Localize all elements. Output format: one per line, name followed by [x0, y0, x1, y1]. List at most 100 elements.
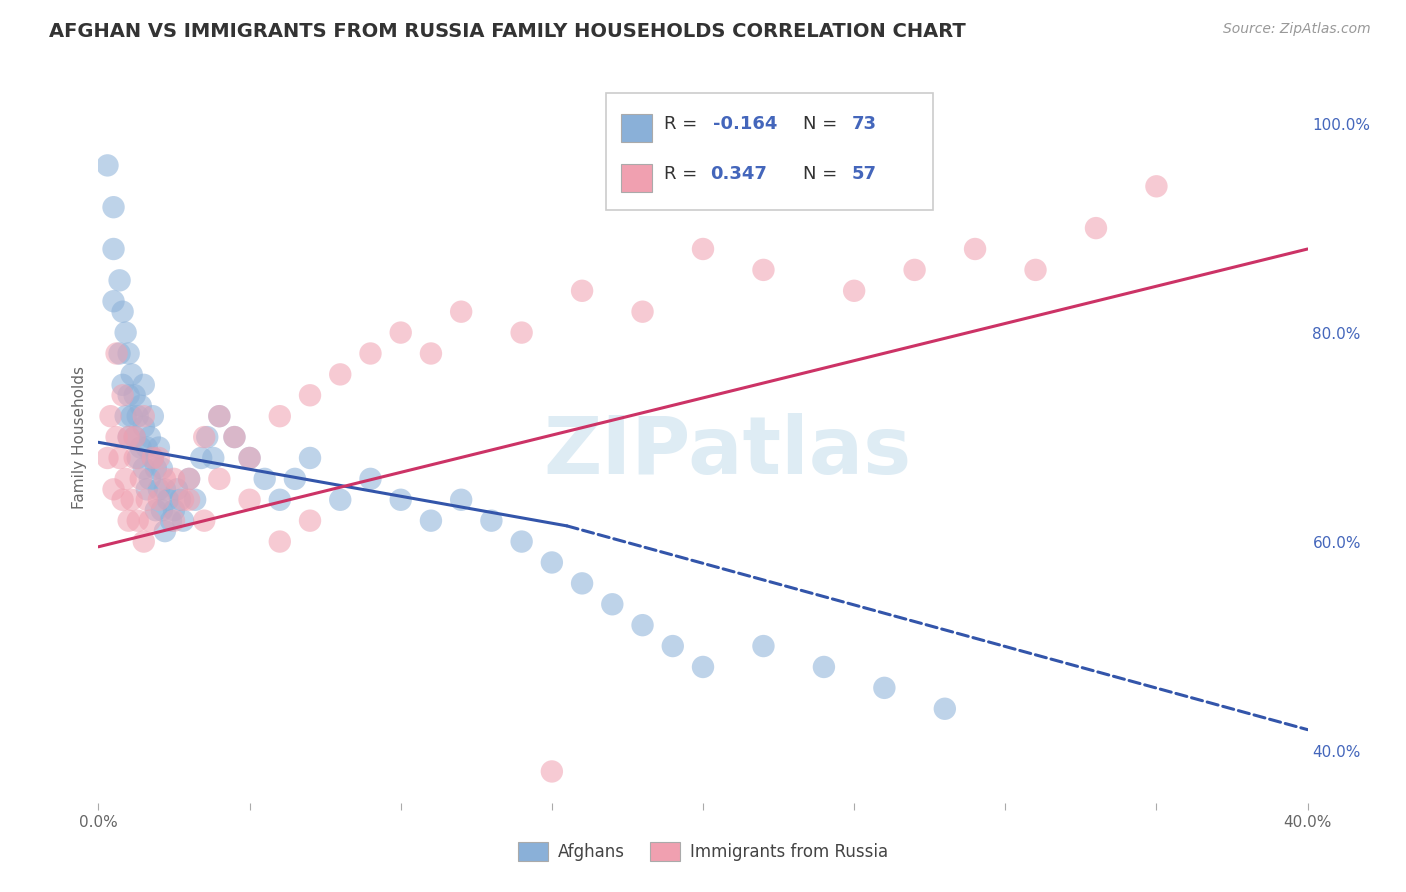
Point	[121, 409, 143, 424]
Point	[661, 639, 683, 653]
Point	[129, 472, 152, 486]
Point	[118, 388, 141, 402]
Text: -0.164: -0.164	[713, 115, 778, 133]
Point	[239, 492, 262, 507]
Point	[124, 388, 146, 402]
Point	[1144, 179, 1167, 194]
Point	[148, 441, 170, 455]
Point	[284, 472, 307, 486]
Point	[571, 284, 593, 298]
Point	[142, 450, 165, 465]
Point	[1085, 221, 1108, 235]
Point	[420, 346, 443, 360]
Point	[148, 492, 170, 507]
Point	[114, 326, 136, 340]
Point	[299, 388, 322, 402]
Point	[813, 660, 835, 674]
FancyBboxPatch shape	[621, 114, 652, 143]
Legend: Afghans, Immigrants from Russia: Afghans, Immigrants from Russia	[512, 835, 894, 868]
Point	[132, 534, 155, 549]
Point	[450, 304, 472, 318]
Point	[153, 524, 176, 538]
Point	[132, 461, 155, 475]
Point	[163, 472, 186, 486]
Point	[360, 472, 382, 486]
Point	[163, 514, 186, 528]
Point	[208, 409, 231, 424]
Point	[135, 483, 157, 497]
Point	[190, 450, 212, 465]
Point	[124, 430, 146, 444]
Point	[873, 681, 896, 695]
Text: AFGHAN VS IMMIGRANTS FROM RUSSIA FAMILY HOUSEHOLDS CORRELATION CHART: AFGHAN VS IMMIGRANTS FROM RUSSIA FAMILY …	[49, 22, 966, 41]
Point	[571, 576, 593, 591]
Point	[195, 430, 218, 444]
Point	[253, 472, 276, 486]
Point	[269, 409, 291, 424]
Point	[103, 200, 125, 214]
Text: 73: 73	[852, 115, 877, 133]
Point	[169, 492, 191, 507]
Point	[329, 368, 352, 382]
Point	[510, 534, 533, 549]
Point	[121, 368, 143, 382]
Point	[269, 534, 291, 549]
Point	[145, 503, 167, 517]
Point	[105, 430, 128, 444]
Point	[166, 483, 188, 497]
Point	[142, 450, 165, 465]
Point	[132, 409, 155, 424]
Point	[172, 492, 194, 507]
Point	[103, 483, 125, 497]
Point	[360, 346, 382, 360]
Point	[160, 514, 183, 528]
Point	[156, 492, 179, 507]
Point	[208, 472, 231, 486]
Point	[148, 483, 170, 497]
Point	[111, 492, 134, 507]
Point	[602, 597, 624, 611]
Point	[114, 409, 136, 424]
Text: R =: R =	[664, 165, 703, 183]
Point	[510, 326, 533, 340]
Point	[631, 304, 654, 318]
Point	[202, 450, 225, 465]
Point	[118, 430, 141, 444]
Point	[752, 263, 775, 277]
Point	[150, 461, 173, 475]
Point	[208, 409, 231, 424]
Point	[103, 242, 125, 256]
Point	[224, 430, 246, 444]
Point	[299, 514, 322, 528]
Text: ZIPatlas: ZIPatlas	[543, 413, 911, 491]
Point	[142, 409, 165, 424]
Point	[111, 388, 134, 402]
Text: 0.347: 0.347	[710, 165, 768, 183]
Point	[450, 492, 472, 507]
Point	[193, 430, 215, 444]
Point	[127, 409, 149, 424]
Point	[184, 492, 207, 507]
Point	[153, 483, 176, 497]
Point	[145, 461, 167, 475]
Point	[631, 618, 654, 632]
Point	[329, 492, 352, 507]
Point	[111, 377, 134, 392]
Point	[135, 492, 157, 507]
Point	[108, 450, 131, 465]
Point	[179, 472, 201, 486]
Point	[124, 430, 146, 444]
Point	[224, 430, 246, 444]
Text: 57: 57	[852, 165, 877, 183]
Point	[132, 419, 155, 434]
Point	[389, 326, 412, 340]
Point	[193, 514, 215, 528]
Point	[172, 514, 194, 528]
Point	[1024, 263, 1046, 277]
Point	[114, 472, 136, 486]
Point	[118, 346, 141, 360]
Point	[692, 660, 714, 674]
Point	[108, 346, 131, 360]
Point	[129, 441, 152, 455]
Point	[135, 441, 157, 455]
